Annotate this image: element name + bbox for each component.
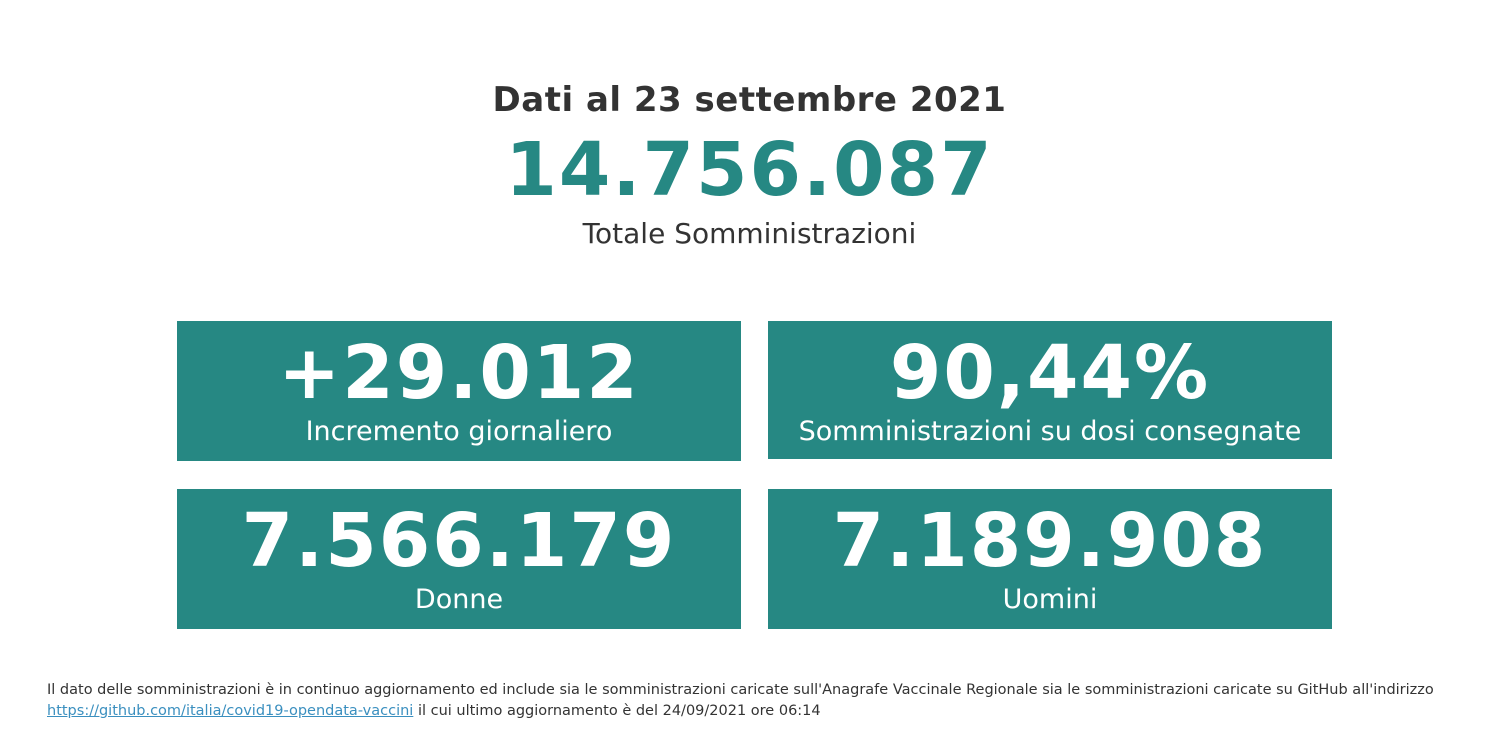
women-card: 7.566.179 Donne [177,489,741,629]
men-card: 7.189.908 Uomini [768,489,1332,629]
delivered-doses-ratio-value: 90,44% [889,330,1211,416]
footnote-text-before: Il dato delle somministrazioni è in cont… [47,682,1434,698]
daily-increment-value: +29.012 [278,330,640,416]
men-label: Uomini [1002,584,1098,615]
github-repo-link[interactable]: https://github.com/italia/covid19-openda… [47,703,414,719]
total-administrations-value: 14.756.087 [505,127,994,213]
men-value: 7.189.908 [832,498,1268,584]
delivered-doses-ratio-card: 90,44% Somministrazioni su dosi consegna… [768,321,1332,459]
footnote-text-after: il cui ultimo aggiornamento è del 24/09/… [417,703,821,719]
women-label: Donne [414,584,504,615]
delivered-doses-ratio-label: Somministrazioni su dosi consegnate [798,416,1302,447]
total-administrations-label: Totale Somministrazioni [582,217,917,250]
footnote: Il dato delle somministrazioni è in cont… [47,680,1487,722]
daily-increment-card: +29.012 Incremento giornaliero [177,321,741,461]
daily-increment-label: Incremento giornaliero [305,416,613,447]
header: Dati al 23 settembre 2021 14.756.087 Tot… [0,78,1499,252]
date-title: Dati al 23 settembre 2021 [492,80,1007,120]
women-value: 7.566.179 [241,498,677,584]
